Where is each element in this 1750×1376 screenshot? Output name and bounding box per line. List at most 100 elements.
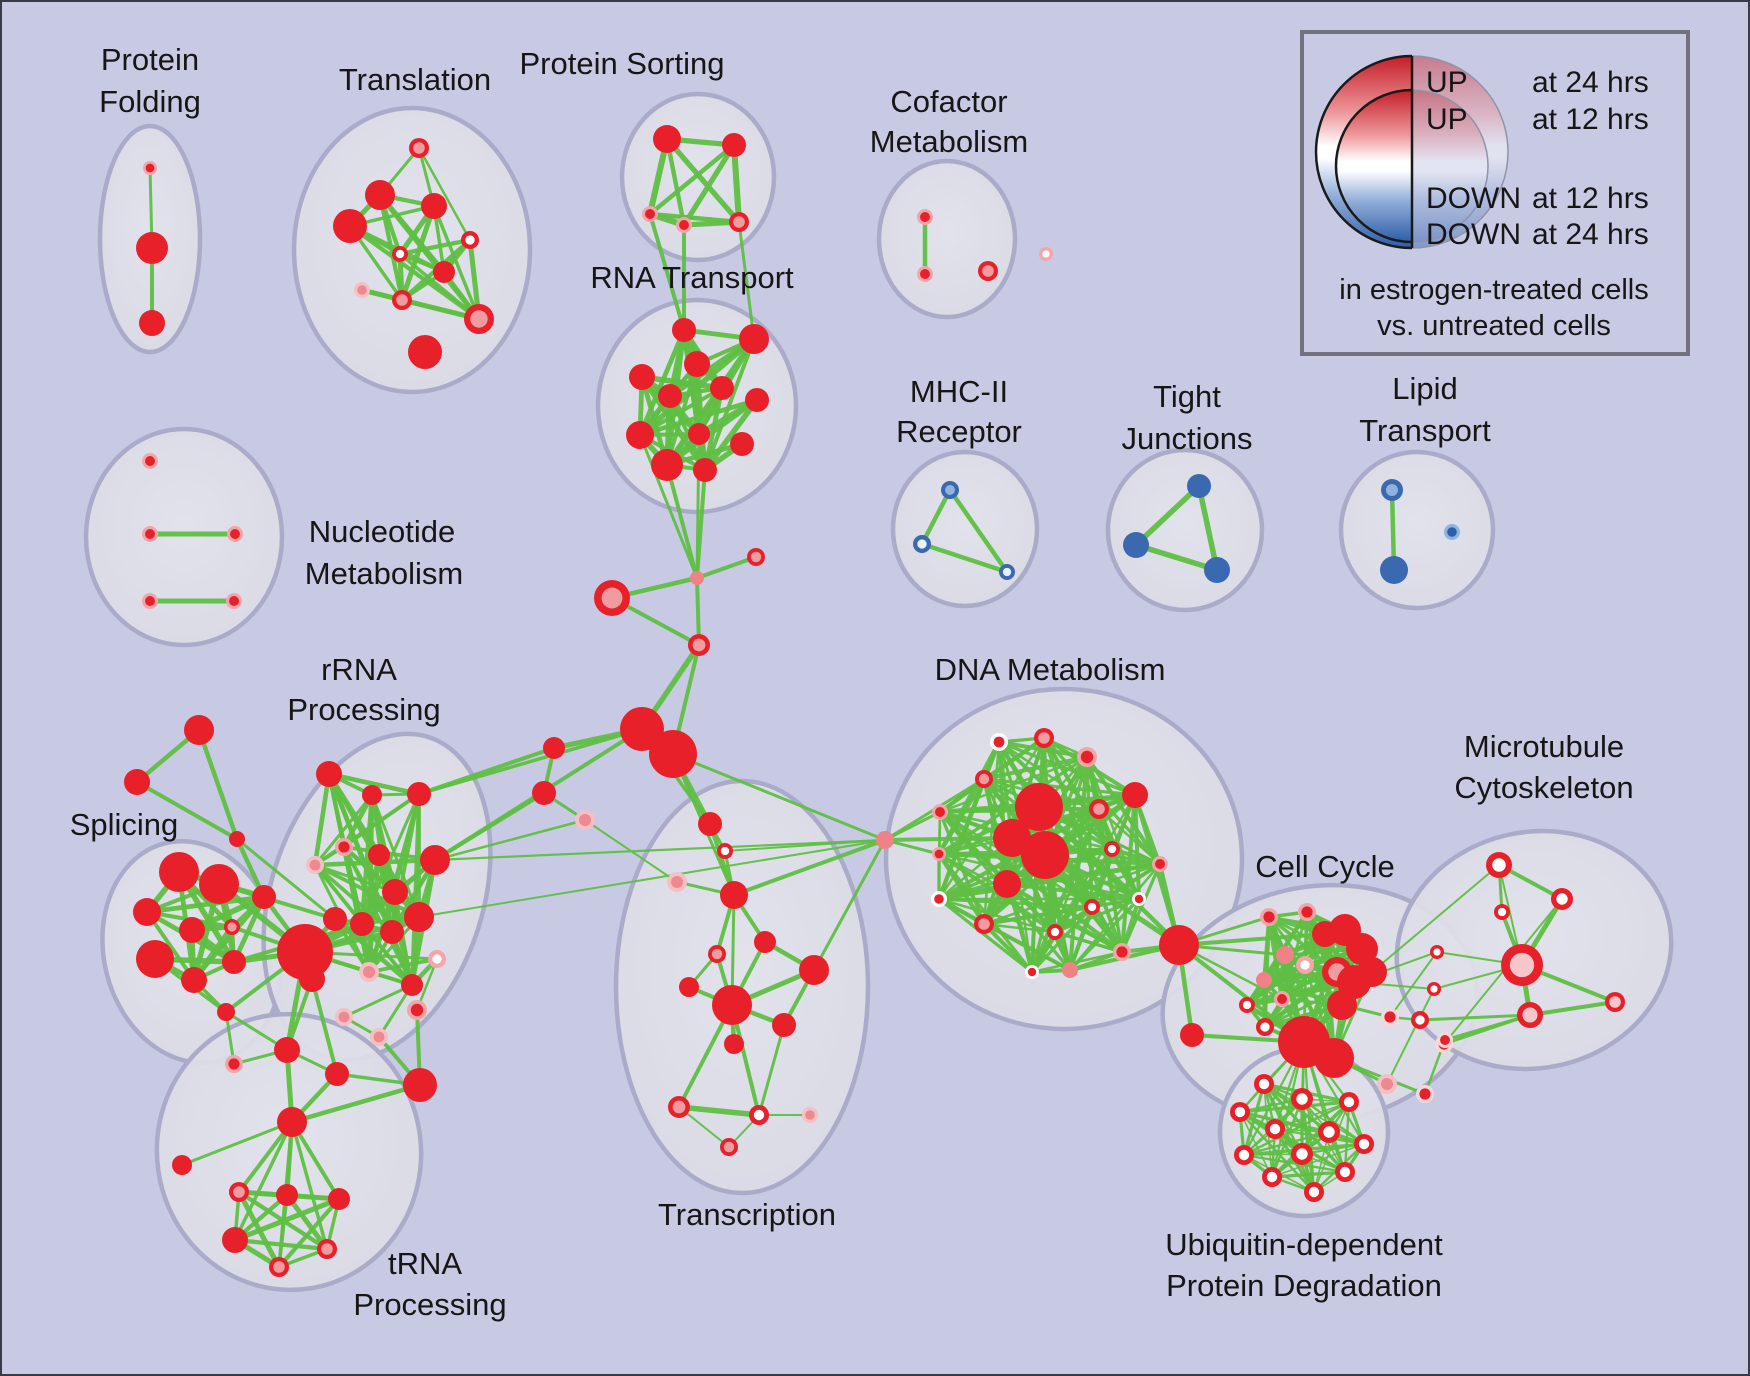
- node-tx8[interactable]: [712, 985, 752, 1025]
- node-dm14[interactable]: [1152, 856, 1168, 872]
- node-tx7[interactable]: [679, 977, 699, 997]
- node-ub11[interactable]: [1304, 1182, 1324, 1202]
- node-cc14[interactable]: [1256, 1018, 1274, 1036]
- node-rr15[interactable]: [401, 974, 423, 996]
- node-tx9[interactable]: [772, 1013, 796, 1037]
- node-tn7[interactable]: [407, 1000, 427, 1020]
- node-tn10[interactable]: [172, 1155, 192, 1175]
- node-rt3[interactable]: [684, 351, 710, 377]
- node-cc11[interactable]: [1256, 972, 1272, 988]
- node-mt6[interactable]: [1427, 982, 1441, 996]
- node-cf1[interactable]: [917, 209, 933, 225]
- node-sp4[interactable]: [179, 917, 205, 943]
- node-tx6[interactable]: [708, 945, 726, 963]
- node-cc19[interactable]: [1416, 1085, 1434, 1103]
- cluster-tight-junctions-ellipse[interactable]: [1105, 447, 1265, 613]
- node-sp7[interactable]: [136, 940, 174, 978]
- node-dm20[interactable]: [1047, 924, 1063, 940]
- node-ub3[interactable]: [1339, 1092, 1359, 1112]
- node-nu2[interactable]: [142, 526, 158, 542]
- node-hx4[interactable]: [222, 1227, 248, 1253]
- node-cc2[interactable]: [1298, 903, 1316, 921]
- node-dm11[interactable]: [1089, 799, 1109, 819]
- node-dm24[interactable]: [1159, 925, 1199, 965]
- node-tn6[interactable]: [370, 1028, 388, 1046]
- node-tx11[interactable]: [724, 1034, 744, 1054]
- node-rt2[interactable]: [739, 324, 769, 354]
- node-ch1[interactable]: [690, 571, 704, 585]
- node-ub10[interactable]: [1262, 1167, 1282, 1187]
- node-cc15[interactable]: [1327, 990, 1357, 1020]
- node-hx6[interactable]: [269, 1257, 289, 1277]
- node-dm16[interactable]: [931, 891, 947, 907]
- node-nu4[interactable]: [142, 593, 158, 609]
- node-lp3[interactable]: [1444, 524, 1460, 540]
- node-dm22[interactable]: [1025, 965, 1039, 979]
- node-rr1[interactable]: [316, 761, 342, 787]
- node-rt1[interactable]: [672, 318, 696, 342]
- node-rt7[interactable]: [745, 388, 769, 412]
- node-tn2[interactable]: [274, 1037, 300, 1063]
- node-tx10[interactable]: [799, 955, 829, 985]
- node-ub6[interactable]: [1318, 1121, 1340, 1143]
- node-dm12[interactable]: [1122, 782, 1148, 808]
- node-dm7[interactable]: [932, 847, 946, 861]
- node-rr11[interactable]: [350, 912, 374, 936]
- node-tj1[interactable]: [1187, 474, 1211, 498]
- node-cc17[interactable]: [1411, 1011, 1429, 1029]
- node-dm18[interactable]: [1132, 892, 1146, 906]
- node-mt9[interactable]: [1437, 1032, 1453, 1048]
- node-tr7[interactable]: [433, 261, 455, 283]
- node-dm3[interactable]: [1077, 747, 1097, 767]
- node-cc7[interactable]: [1296, 956, 1314, 974]
- node-rr14[interactable]: [359, 962, 379, 982]
- node-sp8[interactable]: [181, 967, 207, 993]
- cluster-mhc-ii-receptor-ellipse[interactable]: [890, 449, 1040, 609]
- node-tr2[interactable]: [365, 180, 395, 210]
- node-cf4[interactable]: [1039, 247, 1053, 261]
- node-ch4[interactable]: [688, 634, 710, 656]
- node-sp11[interactable]: [225, 1055, 243, 1073]
- node-rr3[interactable]: [407, 782, 431, 806]
- node-tr8[interactable]: [354, 282, 370, 298]
- node-rr2[interactable]: [362, 785, 382, 805]
- node-mid3[interactable]: [575, 810, 595, 830]
- node-rr5[interactable]: [335, 838, 353, 856]
- node-cc6[interactable]: [1276, 946, 1294, 964]
- node-rt6[interactable]: [710, 376, 734, 400]
- node-tx5[interactable]: [754, 931, 776, 953]
- node-sp10[interactable]: [217, 1003, 235, 1021]
- node-mt4[interactable]: [1501, 944, 1543, 986]
- node-tx15[interactable]: [720, 1138, 738, 1156]
- node-mt3[interactable]: [1494, 904, 1510, 920]
- node-cc16[interactable]: [1381, 1008, 1399, 1026]
- node-st3[interactable]: [229, 831, 245, 847]
- node-ub2[interactable]: [1291, 1088, 1313, 1110]
- node-mt1[interactable]: [1486, 852, 1512, 878]
- node-tr5[interactable]: [461, 231, 479, 249]
- node-hub2[interactable]: [649, 730, 697, 778]
- node-rr12[interactable]: [380, 920, 404, 944]
- node-tr3[interactable]: [421, 193, 447, 219]
- node-tx1[interactable]: [698, 812, 722, 836]
- node-sp2[interactable]: [199, 864, 239, 904]
- node-cc5[interactable]: [1346, 933, 1378, 965]
- node-rr13[interactable]: [428, 950, 446, 968]
- node-cc1[interactable]: [1260, 908, 1278, 926]
- node-mid2[interactable]: [532, 781, 556, 805]
- node-dm5[interactable]: [932, 804, 948, 820]
- node-sp1[interactable]: [159, 852, 199, 892]
- node-rrhub2[interactable]: [299, 966, 325, 992]
- node-dm13[interactable]: [1104, 841, 1120, 857]
- node-ub8[interactable]: [1291, 1143, 1313, 1165]
- node-tx14[interactable]: [802, 1107, 818, 1123]
- node-ub5[interactable]: [1265, 1119, 1285, 1139]
- node-ch2[interactable]: [747, 548, 765, 566]
- node-hx2[interactable]: [276, 1184, 298, 1206]
- node-ps1[interactable]: [653, 125, 681, 153]
- node-rr10[interactable]: [323, 907, 347, 931]
- node-dm15[interactable]: [993, 870, 1021, 898]
- node-tj2[interactable]: [1123, 532, 1149, 558]
- node-rr8[interactable]: [382, 879, 408, 905]
- node-dm19[interactable]: [1084, 899, 1100, 915]
